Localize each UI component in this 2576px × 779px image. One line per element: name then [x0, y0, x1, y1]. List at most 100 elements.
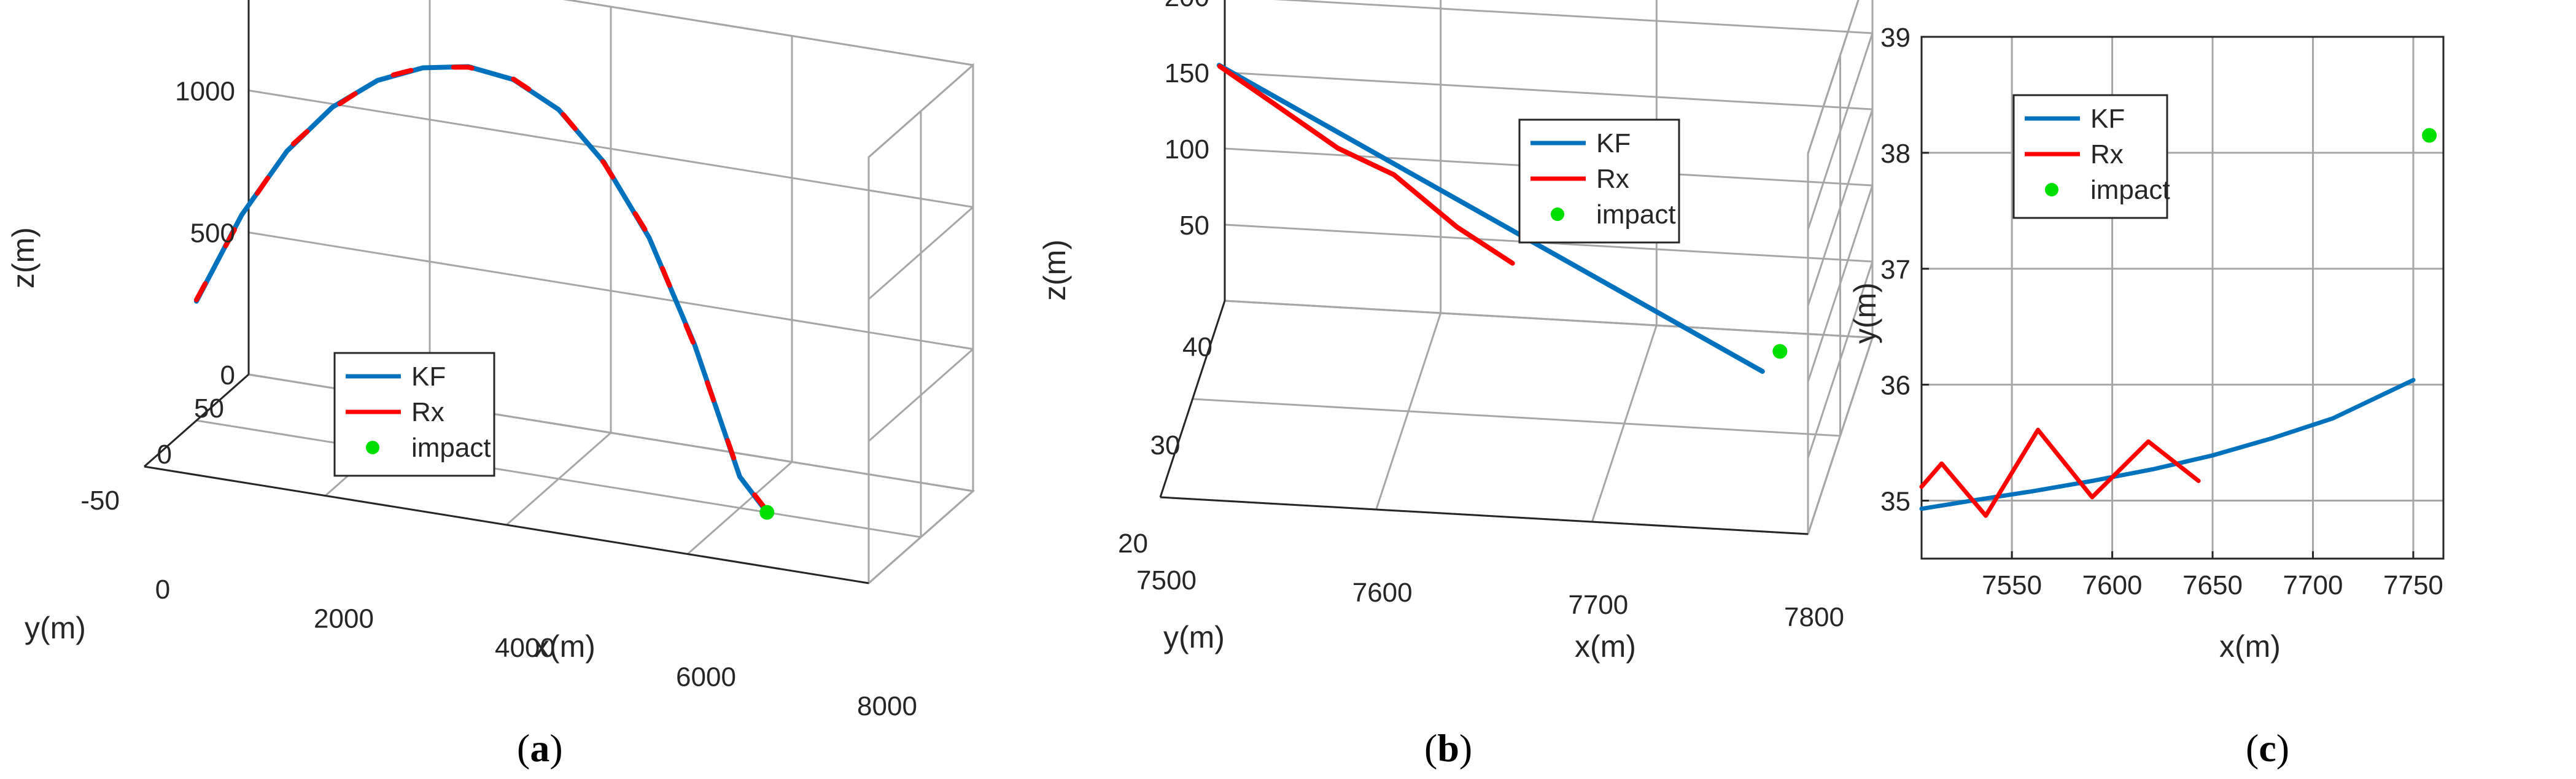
b-xtick-label: 7600	[1352, 578, 1413, 608]
b-ztick-label: 150	[1165, 58, 1209, 88]
a-xtick-label: 6000	[676, 662, 736, 692]
panel-c-lines	[1919, 128, 2437, 518]
b-ytick-label: 40	[1182, 332, 1212, 362]
panel-c-xlabel: x(m)	[2219, 629, 2281, 664]
b-floor-ygrid-1	[1224, 300, 1873, 339]
c-ytick-label: 39	[1880, 23, 1911, 53]
a-xtick-label: 4000	[495, 633, 555, 663]
c-KF-series	[1919, 378, 2416, 511]
c-ytick-label: 35	[1880, 487, 1911, 517]
b-impact-point-0	[1772, 344, 1788, 359]
b-legend-label-KF: KF	[1596, 128, 1631, 158]
a-legend-label-Rx: Rx	[411, 397, 444, 427]
a-legend-box	[333, 352, 495, 477]
panel-b-ylabel: y(m)	[1163, 620, 1225, 654]
b-wall-zgrid-3	[1273, 0, 1873, 34]
b-legend-label-impact: impact	[1596, 200, 1676, 230]
b-y-axis	[1159, 300, 1226, 498]
c-xtick-label: 7650	[2182, 570, 2243, 600]
b-side-zgrid-4	[1807, 0, 1860, 154]
b-xtick-label: 7800	[1784, 602, 1844, 632]
a-side-zgrid-1	[868, 206, 974, 300]
a-side-zgrid-2	[868, 64, 974, 158]
c-legend-label-KF: KF	[2090, 104, 2125, 134]
a-ztick-label: 1000	[175, 76, 235, 106]
panel-a-grid	[144, 0, 976, 584]
b-ytick-label: 30	[1150, 430, 1181, 460]
c-axes-box	[1920, 36, 2445, 560]
b-side-zgrid-0	[1807, 261, 1874, 459]
c-ytick-label: 37	[1880, 255, 1911, 285]
b-xtick-label: 7500	[1136, 565, 1197, 595]
a-ztick-label: 500	[190, 219, 235, 249]
panel-b-legend: KF Rx impact	[1518, 118, 1680, 244]
b-wall-zgrid-2	[1224, 71, 1873, 110]
panel-b-zlabel: z(m)	[1038, 239, 1072, 301]
c-xtick-label: 7550	[1982, 570, 2042, 600]
b-legend-swatch-impact	[1551, 207, 1564, 221]
panel-c-grid	[1920, 36, 2445, 560]
a-legend-label-impact: impact	[411, 433, 491, 463]
a-x-axis	[144, 465, 869, 584]
panel-b-lines	[1216, 63, 1788, 374]
c-legend-swatch-impact	[2045, 183, 2058, 196]
a-xtick-label: 0	[155, 575, 170, 605]
c-legend-box	[2012, 94, 2168, 219]
b-ztick-label: 200	[1165, 0, 1209, 12]
panel-b-3d-zoom: 750076007700780040302025020015010050 x(m…	[1038, 0, 1874, 770]
b-legend-box	[1518, 118, 1680, 244]
a-floor-ygrid-0	[196, 419, 921, 538]
a-side-zgrid-0	[868, 348, 974, 442]
panel-a-legend: KF Rx impact	[333, 352, 495, 477]
panel-c-ylabel: y(m)	[1848, 282, 1882, 344]
panel-a-zlabel: z(m)	[6, 227, 41, 289]
panel-b-caption: (b)	[1424, 726, 1472, 770]
a-ytick-label: 0	[157, 440, 172, 470]
panel-c-legend: KF Rx impact	[2012, 94, 2170, 219]
a-legend-swatch-impact	[366, 441, 379, 454]
b-KF-series	[1216, 63, 1765, 374]
a-legend-label-KF: KF	[411, 362, 446, 392]
panel-a-lines	[194, 64, 775, 520]
a-y-axis	[144, 373, 249, 468]
a-impact-point-0	[759, 505, 775, 520]
panel-b-caption-label: b	[1437, 726, 1459, 770]
a-ytick-label: -50	[80, 486, 120, 516]
a-xtick-label: 8000	[857, 691, 917, 721]
panel-b-xlabel: x(m)	[1575, 629, 1636, 664]
panel-c-caption: (c)	[2246, 726, 2289, 770]
c-ytick-label: 38	[1880, 139, 1911, 169]
a-wall-zgrid-2	[563, 0, 974, 66]
b-side-zgrid-2	[1807, 109, 1874, 306]
b-ztick-label: 100	[1165, 134, 1209, 165]
panel-c-ticks: 7550 7600 7650 7700 7750 39 38 37 36 35	[1880, 23, 2443, 600]
c-legend-label-impact: impact	[2090, 175, 2170, 205]
b-side-zgrid-3	[1807, 33, 1874, 230]
panel-a-caption: (a)	[517, 726, 563, 770]
b-ytick-label: 20	[1118, 529, 1148, 559]
c-legend-label-Rx: Rx	[2090, 139, 2124, 169]
b-xtick-label: 7700	[1568, 590, 1628, 620]
panel-c-2d-zoom: 7550 7600 7650 7700 7750 39 38 37 36 35 x(m) y(m)…	[1848, 23, 2445, 770]
b-Rx-series	[1217, 64, 1515, 266]
panel-a-caption-label: a	[530, 726, 549, 770]
b-x-axis	[1160, 496, 1809, 535]
a-wall-zgrid-1	[248, 89, 974, 208]
panel-c-caption-label: c	[2259, 726, 2276, 770]
b-legend-label-Rx: Rx	[1596, 164, 1629, 194]
a-ytick-label: 50	[194, 393, 224, 424]
panel-a-xlabel: x(m)	[534, 629, 596, 664]
c-xtick-label: 7750	[2383, 570, 2443, 600]
b-side-zgrid-1	[1807, 185, 1874, 382]
b-floor-ygrid-0	[1192, 398, 1841, 437]
c-ytick-label: 36	[1880, 371, 1911, 401]
panel-b-ticks: 750076007700780040302025020015010050	[1118, 0, 1844, 632]
a-wall-zgrid-0	[248, 231, 974, 351]
b-ztick-label: 50	[1179, 211, 1209, 241]
a-ztick-label: 0	[220, 360, 235, 390]
c-Rx-series	[1919, 427, 2201, 518]
c-impact-point-0	[2422, 128, 2437, 143]
c-xtick-label: 7600	[2082, 570, 2143, 600]
